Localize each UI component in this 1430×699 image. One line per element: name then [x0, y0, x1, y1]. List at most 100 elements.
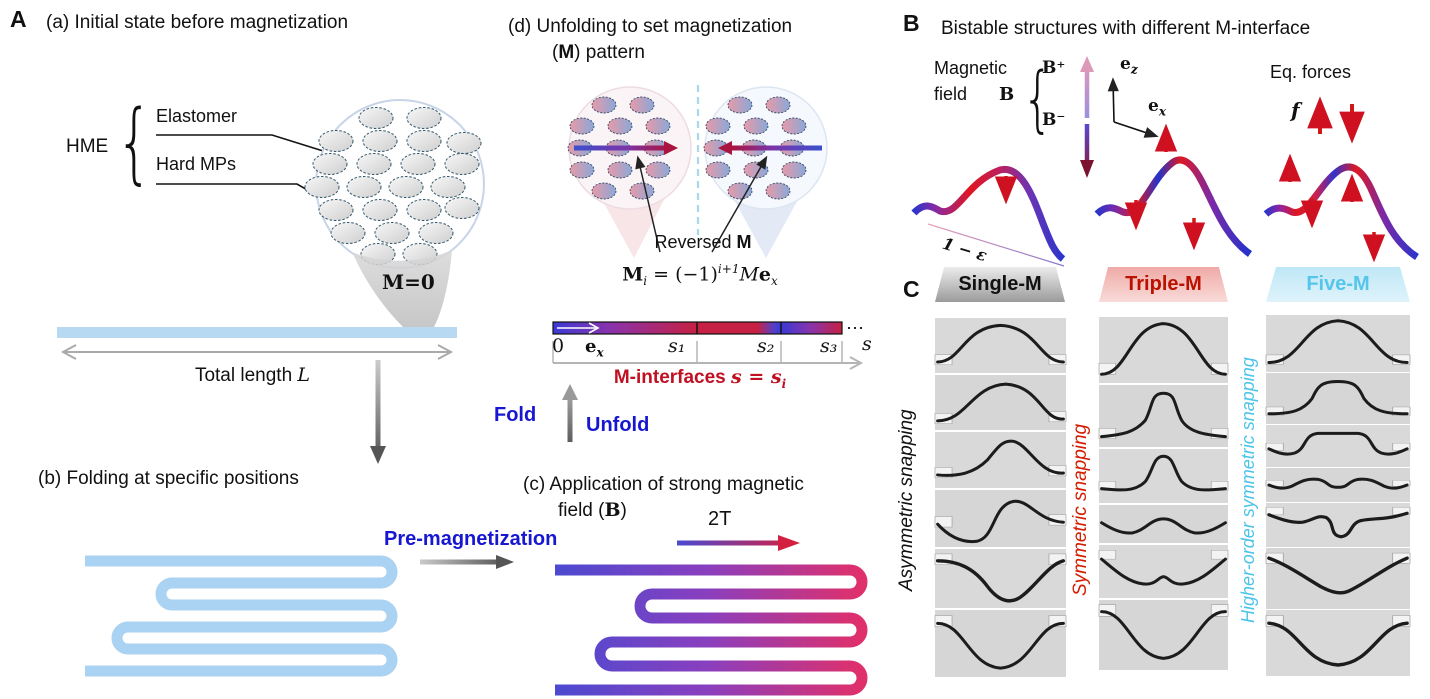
subpanel-c-title-line2: field (B): [558, 499, 627, 522]
m-interfaces-si: s: [770, 366, 782, 388]
eq-M-bold: M: [622, 263, 644, 286]
m-interfaces-s: s: [731, 366, 742, 388]
pre-magnetization-arrow: [420, 555, 514, 569]
zoom-funnel: [352, 250, 452, 327]
eq-M-italic: M: [739, 263, 759, 286]
ribbon-single-m: [911, 165, 1066, 267]
hme-brace: {: [116, 90, 153, 194]
fold-label: Fold: [494, 404, 537, 426]
field-strength-label: 2T: [708, 508, 732, 530]
m-zero-label: M=0: [382, 270, 435, 294]
folded-strip-magnetized: [555, 564, 868, 696]
b-brace: {: [1022, 55, 1054, 141]
panel-b-tag: B: [903, 10, 920, 36]
m-interfaces-eq: =: [741, 366, 771, 388]
hme-microstructure-circle: [304, 99, 485, 327]
unfold-label: Unfold: [586, 414, 650, 436]
m-interfaces-text: M-interfaces: [613, 367, 732, 388]
c-title-B-symbol: B: [604, 499, 621, 521]
reversed-M-symbol: M: [736, 232, 752, 252]
folded-strip-unmagnetized: [85, 555, 398, 677]
d-title-pre: (: [552, 42, 559, 63]
ex-sub: x: [596, 345, 604, 360]
magnetization-circle-right: [703, 86, 828, 258]
s-axis-s: s: [862, 333, 872, 355]
colorbar-ellipsis: ⋯: [846, 318, 864, 338]
magnetization-equation: Mi = (−1)i+1Mex: [600, 262, 800, 288]
subpanel-d-title-line2: (M) pattern: [552, 42, 645, 64]
subpanel-a-title: (a) Initial state before magnetization: [46, 12, 349, 33]
b-symbol: B: [999, 84, 1015, 105]
d-title-post: ) pattern: [574, 42, 645, 63]
s-axis-s2: s₂: [757, 335, 775, 357]
eq-mid: = (−1): [647, 263, 718, 286]
c-title-post: ): [620, 500, 627, 521]
reversed-text: Reversed: [654, 232, 737, 252]
eq-exponent: i+1: [717, 262, 740, 276]
hard-mps-label: Hard MPs: [156, 154, 237, 174]
ex-direction-arrow: [557, 322, 600, 334]
subpanel-c-title-line1: (c) Application of strong magnetic: [523, 474, 804, 495]
side-label-higher-order-snapping: Higher-order symmetric snapping: [1238, 357, 1258, 623]
total-length-arrow: [60, 344, 454, 360]
side-label-asymmetric-snapping: Asymmetric snapping: [896, 409, 917, 591]
column-header-triple-m: Triple-M: [1099, 267, 1228, 302]
s-axis-s3: s₃: [820, 335, 838, 357]
magnetization-colorbar: [552, 321, 843, 335]
ez-base: e: [1120, 54, 1131, 74]
ex-axis-label: ex: [1148, 96, 1166, 118]
magnetization-circle-left: [567, 86, 692, 258]
side-label-symmetric-snapping: Symmetric snapping: [1070, 423, 1091, 597]
m-interfaces-label: M-interfaces s = si: [580, 366, 820, 391]
equivalent-force-arrows: [1307, 96, 1365, 144]
b-minus-label: B⁻: [1042, 110, 1066, 130]
ex-base-b: e: [1148, 96, 1159, 116]
length-symbol: L: [297, 364, 311, 386]
total-length-label: Total length L: [170, 364, 335, 387]
total-length-text: Total length: [194, 365, 298, 386]
span-line: [927, 223, 1065, 267]
m-interfaces-si-sub: i: [781, 376, 787, 391]
s-axis: [552, 341, 864, 370]
ez-sub: z: [1130, 62, 1138, 77]
snapshots-single-m: [934, 318, 1067, 678]
reversed-m-label: Reversed M: [623, 232, 783, 253]
hme-label: HME: [66, 136, 109, 157]
eq-forces-label: Eq. forces: [1270, 62, 1352, 82]
d-title-M-symbol: M: [558, 42, 575, 63]
subpanel-d-title-line1: (d) Unfolding to set magnetization: [508, 16, 793, 37]
snapshots-triple-m: [1098, 317, 1229, 671]
unfold-arrow: [562, 384, 578, 442]
ribbon-triple-m: [1094, 123, 1253, 257]
eq-sub-x: x: [771, 274, 778, 289]
subpanel-b-title: (b) Folding at specific positions: [38, 468, 299, 489]
s-axis-s1: s₁: [668, 335, 686, 357]
c-title-pre: field (: [558, 500, 605, 521]
coordinate-axes: [1107, 77, 1159, 138]
panel-c-tag: C: [903, 276, 920, 302]
ex-base: e: [585, 336, 597, 357]
field-2t-arrow: [677, 535, 800, 551]
ex-sub-b: x: [1158, 104, 1166, 119]
b-field-double-arrow: [1080, 56, 1094, 178]
snapshots-five-m: [1265, 315, 1411, 676]
pre-magnetization-label: Pre-magnetization: [384, 528, 558, 550]
ribbon-five-m: [1263, 153, 1419, 263]
column-header-single-m: Single-M: [935, 267, 1065, 302]
panel-b-title: Bistable structures with different M-int…: [941, 18, 1311, 39]
column-header-five-m: Five-M: [1266, 267, 1410, 302]
s-axis-zero: 0: [552, 335, 565, 357]
magnetic-field-label-line1: Magnetic: [934, 58, 1008, 78]
ez-axis-label: ez: [1120, 54, 1138, 76]
panel-a-tag: A: [10, 6, 27, 32]
unmagnetized-strip: [57, 327, 457, 338]
b-plus-label: B⁺: [1042, 58, 1066, 78]
f-symbol: f: [1291, 98, 1300, 122]
s-axis-ex: ex: [585, 336, 604, 360]
magnetic-field-label-line2: field: [934, 84, 968, 104]
eq-e-bold: e: [758, 263, 772, 286]
elastomer-label: Elastomer: [156, 106, 238, 126]
eq-sub-i: i: [643, 274, 648, 289]
